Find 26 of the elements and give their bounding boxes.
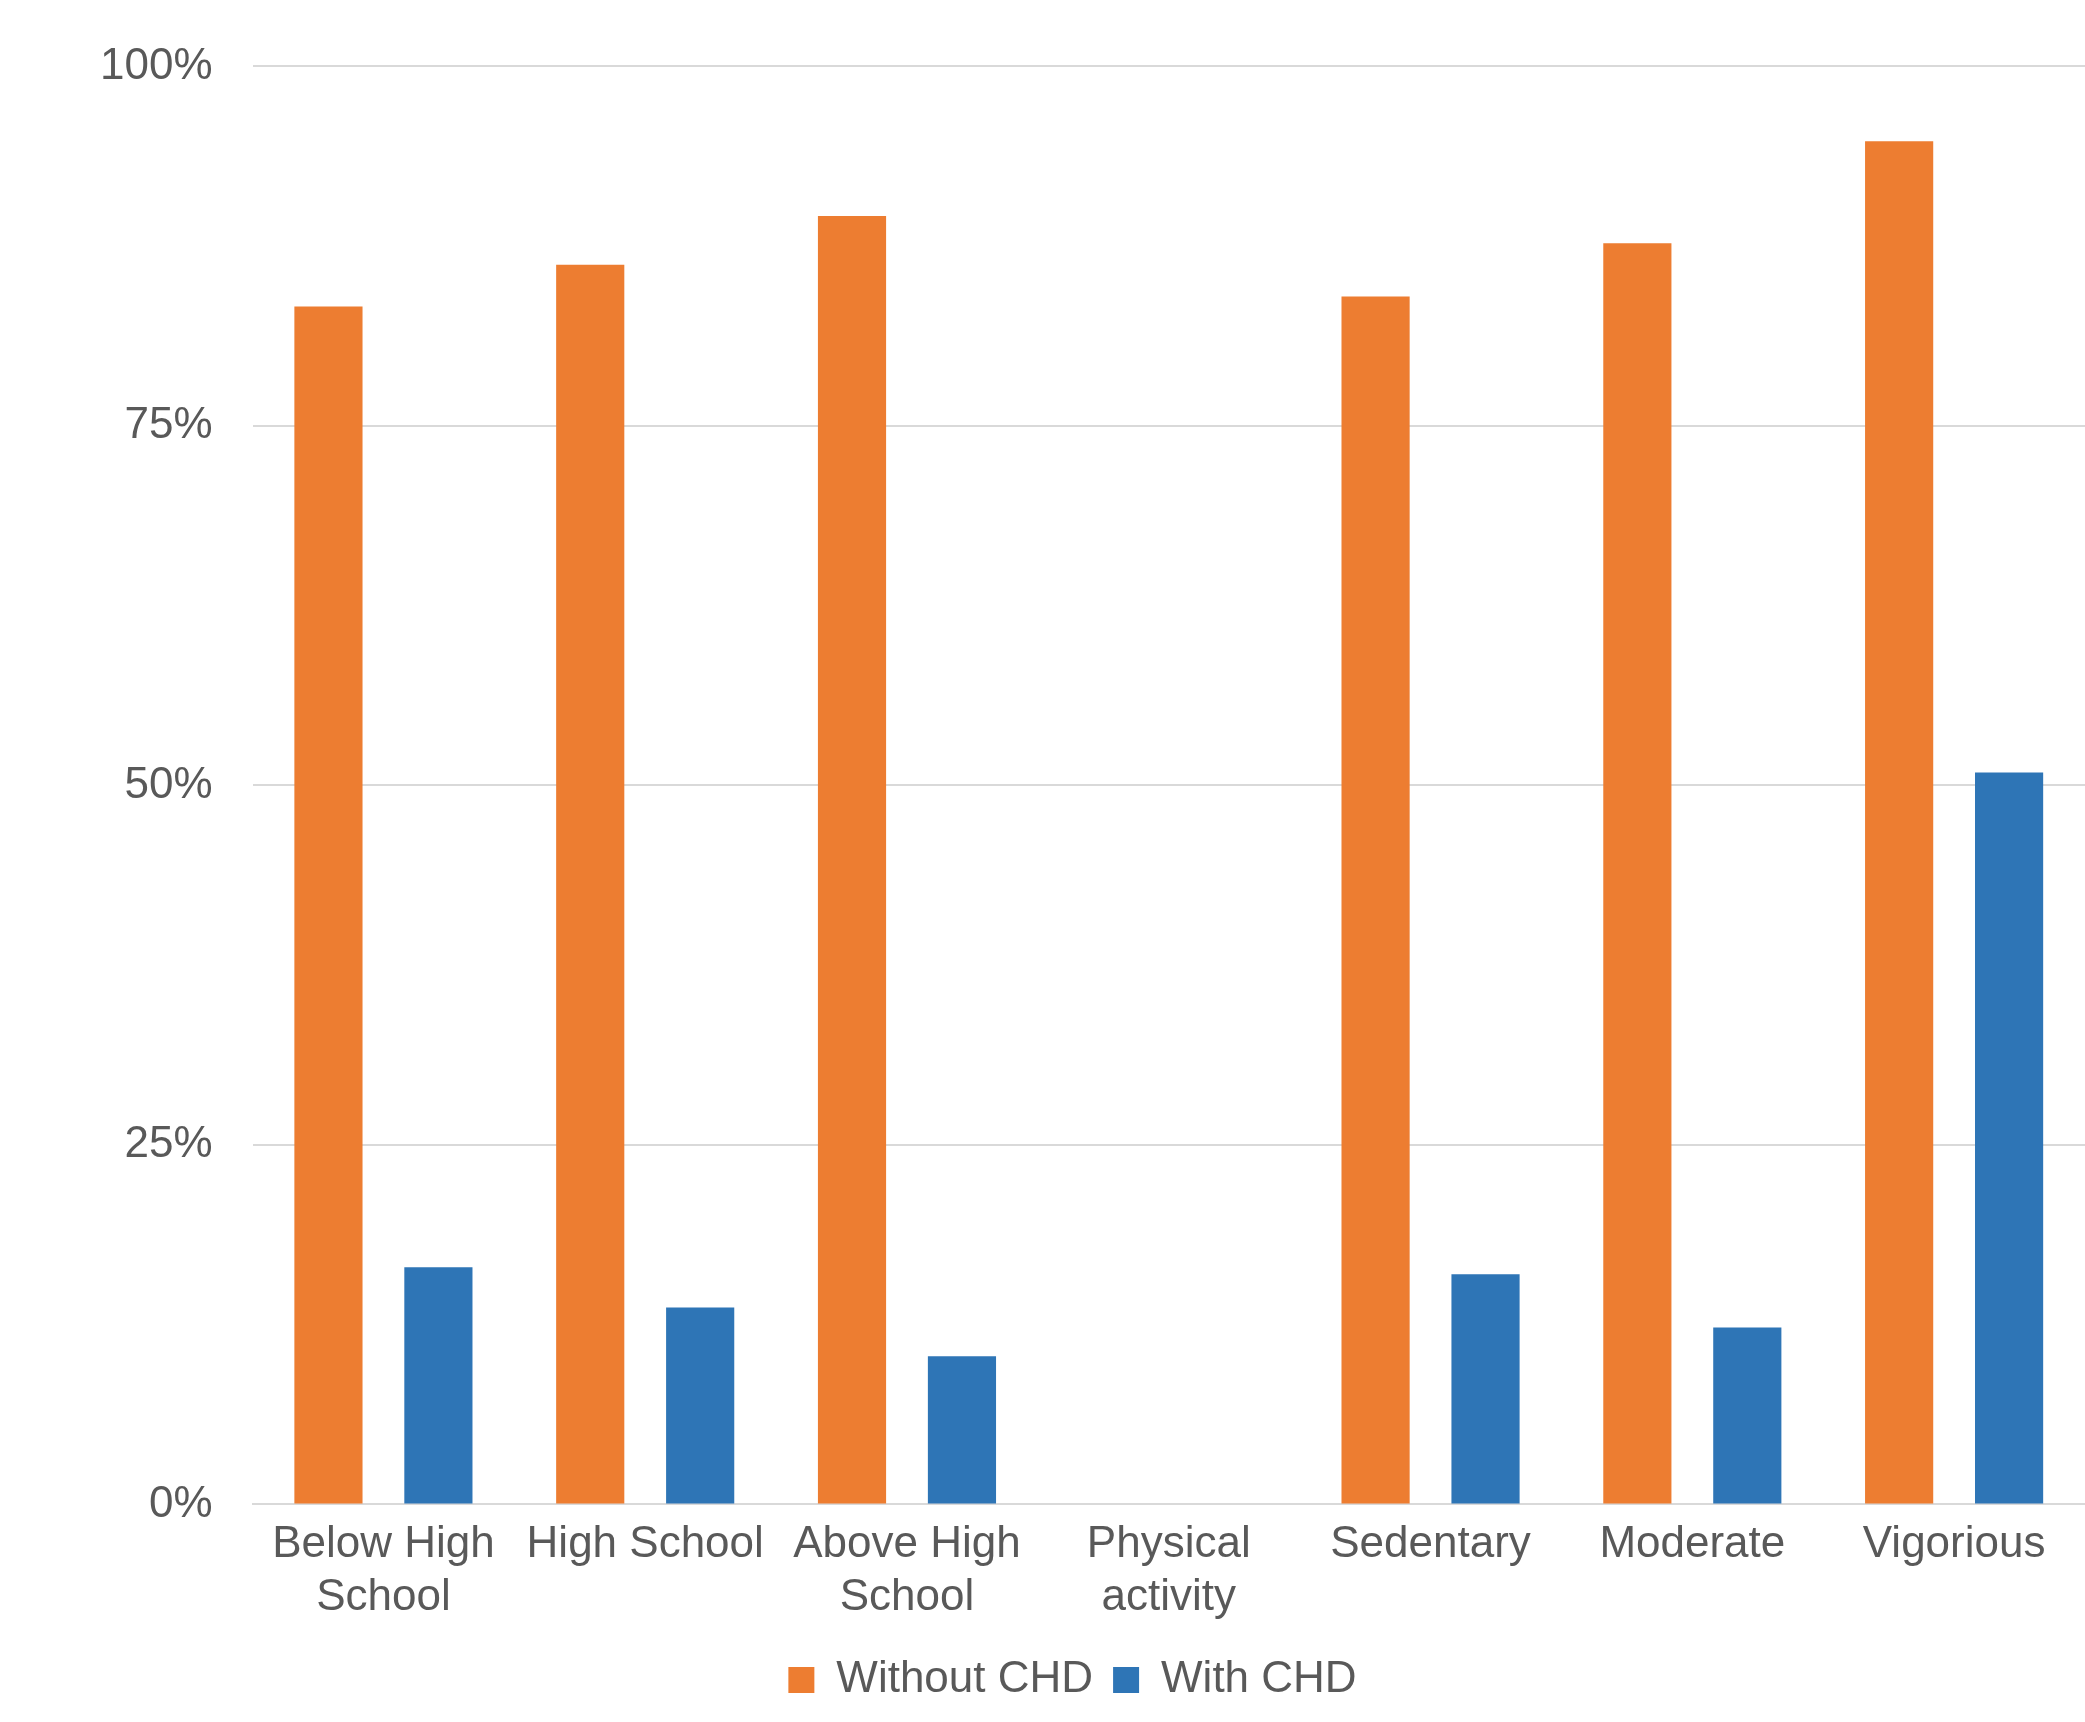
bar	[1341, 296, 1410, 1504]
legend-label: With CHD	[1161, 1652, 1357, 1702]
x-tick-label: Below High School	[272, 1516, 495, 1619]
bar	[404, 1267, 473, 1504]
x-tick-label: Vigorious	[1862, 1516, 2046, 1566]
y-tick-label: 100%	[99, 38, 213, 88]
x-tick-label: Physical activity	[1086, 1516, 1251, 1619]
bar	[1713, 1327, 1782, 1504]
y-tick-label: 25%	[124, 1117, 213, 1167]
bar	[1975, 772, 2044, 1504]
y-tick-label: 0%	[148, 1476, 213, 1526]
x-tick-label: High School	[526, 1516, 764, 1566]
bar	[927, 1356, 997, 1504]
y-tick-label: 50%	[124, 757, 213, 807]
bar	[666, 1307, 735, 1504]
y-tick-label: 75%	[124, 398, 213, 448]
x-tick-label: Sedentary	[1330, 1516, 1531, 1566]
bar	[556, 264, 625, 1504]
legend-label: Without CHD	[836, 1652, 1094, 1702]
x-tick-label: Above High School	[793, 1516, 1021, 1619]
x-tick-label: Moderate	[1599, 1516, 1786, 1566]
bar	[1865, 141, 1934, 1504]
bar	[1451, 1274, 1520, 1504]
bar	[1603, 243, 1672, 1504]
bar	[294, 306, 363, 1504]
bar	[817, 215, 887, 1504]
